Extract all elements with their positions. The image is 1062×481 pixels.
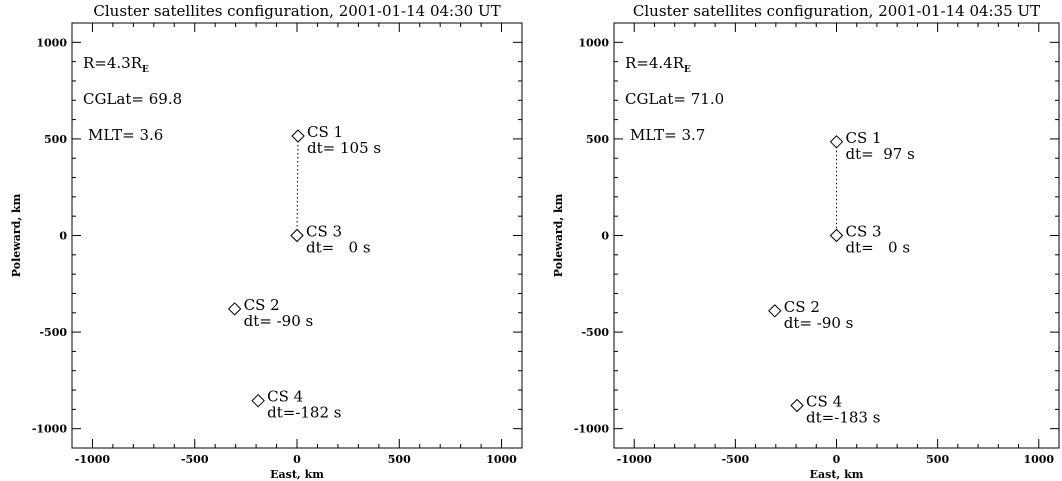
radius-annotation: R=4.3RE: [83, 54, 149, 75]
mlt-annotation: MLT= 3.6: [88, 126, 163, 144]
chart-title: Cluster satellites configuration, 2001-0…: [93, 2, 500, 20]
cs1-cs3-connector: [296, 141, 299, 231]
y-axis-label: Poleward, km: [552, 193, 565, 277]
y-tick-label: -500: [39, 326, 67, 339]
y-tick-label: 1000: [578, 36, 609, 49]
cs4-label: CS 4: [806, 393, 842, 411]
cs4-dt-label: dt=-182 s: [267, 404, 341, 422]
y-axis-label: Poleward, km: [10, 193, 23, 277]
mlt-annotation: MLT= 3.7: [630, 126, 705, 144]
x-axis-label: East, km: [270, 468, 324, 481]
cs3-dt-label: dt= 0 s: [846, 239, 911, 257]
radius-subscript: E: [684, 65, 691, 75]
cs2-marker: [227, 302, 242, 316]
plot-frame: [71, 22, 523, 449]
x-tick-label: 500: [388, 453, 411, 466]
plot-frame: [613, 22, 1060, 449]
y-tick-label: -1000: [32, 423, 68, 436]
x-tick-label: 500: [926, 453, 949, 466]
x-tick-label: -1000: [617, 453, 653, 466]
cs4-marker: [790, 398, 804, 413]
x-tick-label: -1000: [75, 453, 111, 466]
cs4-label: CS 4: [267, 388, 303, 406]
y-tick-label: 500: [586, 133, 609, 146]
chart-title: Cluster satellites configuration, 2001-0…: [633, 2, 1040, 20]
chart-panel-2: Cluster satellites configuration, 2001-0…: [552, 2, 1060, 481]
cs1-dt-label: dt= 105 s: [307, 139, 381, 157]
y-tick-label: 0: [601, 230, 609, 243]
cs4-marker: [251, 393, 265, 408]
cs2-label: CS 2: [784, 298, 820, 316]
cglat-annotation: CGLat= 69.8: [83, 90, 182, 108]
y-tick-label: 500: [44, 133, 67, 146]
cs1-marker: [291, 129, 305, 143]
cs2-marker: [768, 304, 782, 318]
cs1-label: CS 1: [846, 129, 882, 147]
x-tick-label: 0: [833, 453, 841, 466]
x-axis-label: East, km: [810, 468, 864, 481]
cglat-annotation: CGLat= 71.0: [625, 90, 724, 108]
cs2-label: CS 2: [244, 296, 280, 314]
x-tick-label: -500: [181, 453, 209, 466]
cs2-dt-label: dt= -90 s: [244, 312, 314, 330]
x-tick-label: -500: [722, 453, 750, 466]
radius-annotation: R=4.4RE: [625, 54, 691, 75]
radius-label: R=4.3R: [83, 54, 143, 72]
y-tick-label: 0: [59, 230, 67, 243]
cs2-dt-label: dt= -90 s: [784, 314, 854, 332]
x-tick-label: 1000: [1023, 453, 1054, 466]
cs3-marker: [829, 228, 844, 243]
cs1-dt-label: dt= 97 s: [846, 145, 915, 163]
cs4-dt-label: dt=-183 s: [806, 409, 880, 427]
cs3-label: CS 3: [306, 223, 342, 241]
cs3-dt-label: dt= 0 s: [306, 239, 371, 257]
cs3-marker: [290, 228, 304, 243]
y-tick-label: -500: [581, 326, 609, 339]
y-tick-label: 1000: [36, 36, 67, 49]
x-tick-label: 1000: [486, 453, 517, 466]
x-tick-label: 0: [293, 453, 301, 466]
cs1-marker: [829, 135, 844, 149]
y-tick-label: -1000: [574, 423, 610, 436]
chart-panel-1: Cluster satellites configuration, 2001-0…: [10, 2, 523, 481]
radius-subscript: E: [142, 65, 149, 75]
cs3-label: CS 3: [846, 223, 882, 241]
radius-label: R=4.4R: [625, 54, 685, 72]
cs1-label: CS 1: [307, 123, 343, 141]
